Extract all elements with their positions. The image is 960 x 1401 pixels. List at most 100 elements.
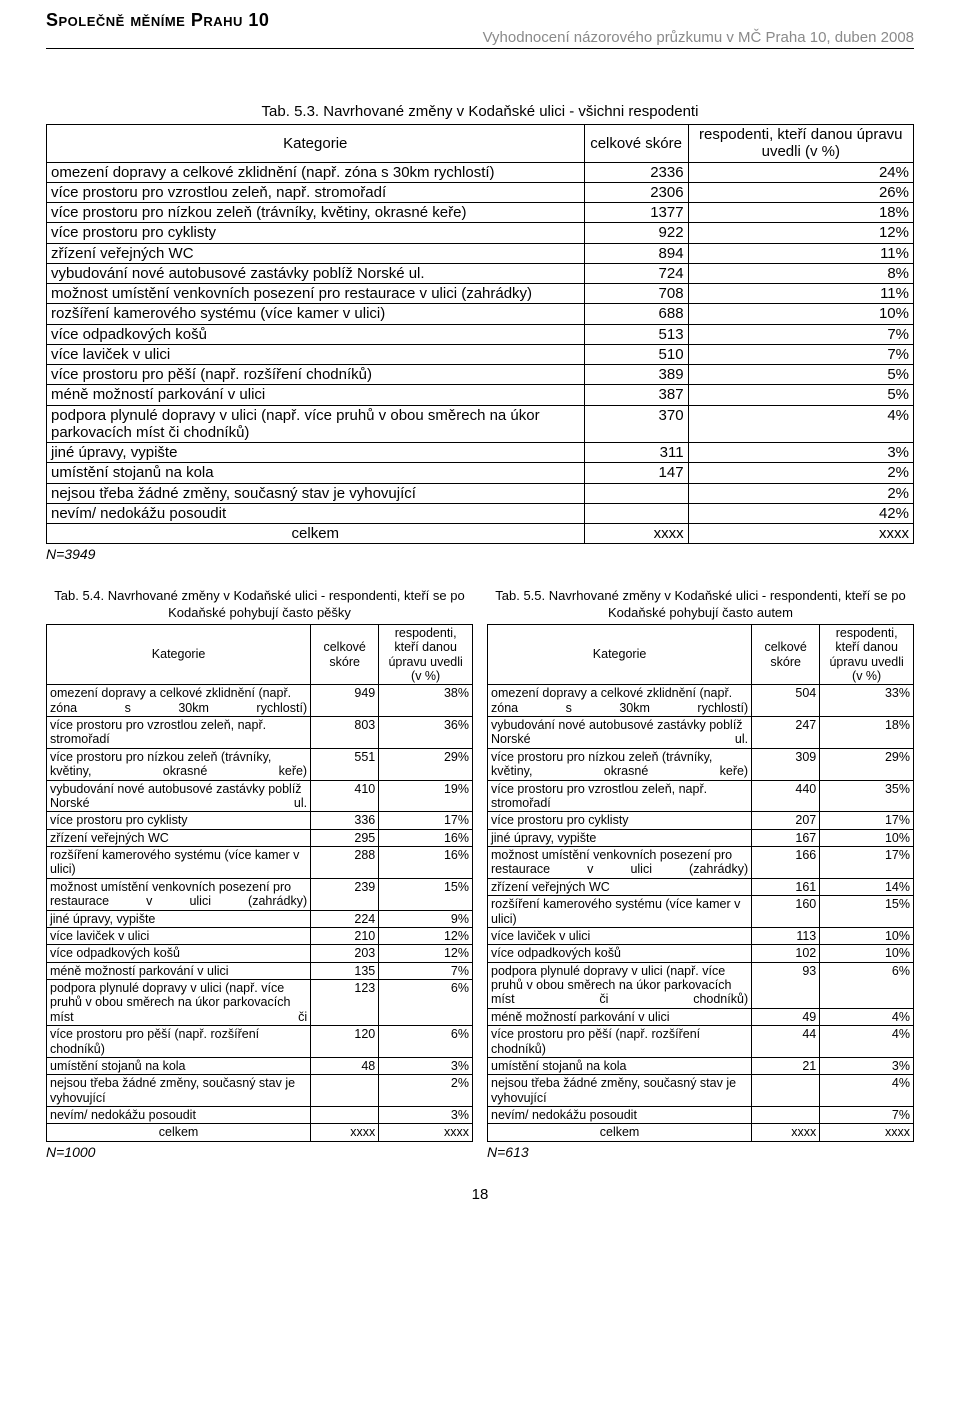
cell-pct: 7% xyxy=(688,344,913,364)
table-row: více prostoru pro vzrostlou zeleň, např.… xyxy=(488,780,914,812)
cell-kategorie: více prostoru pro vzrostlou zeleň, např.… xyxy=(47,182,585,202)
col-kategorie: Kategorie xyxy=(488,624,752,685)
table-header-row: Kategorie celkové skóre respodenti, kteř… xyxy=(47,624,473,685)
col-resp: respodenti, kteří danou úpravu uvedli (v… xyxy=(379,624,473,685)
table-row: vybudování nové autobusové zastávky pobl… xyxy=(47,780,473,812)
table-row: více prostoru pro nízkou zeleň (trávníky… xyxy=(488,748,914,780)
table-row: podpora plynulé dopravy v ulici (např. v… xyxy=(47,405,914,443)
table-row: více odpadkových košů5137% xyxy=(47,324,914,344)
table-row: rozšíření kamerového systému (více kamer… xyxy=(488,896,914,928)
cell-pct: 38% xyxy=(379,685,473,717)
cell-pct: 17% xyxy=(820,847,914,879)
table-row: více laviček v ulici5107% xyxy=(47,344,914,364)
cell-pct: 4% xyxy=(820,1008,914,1025)
cell-kategorie: více laviček v ulici xyxy=(488,927,752,944)
table-row: více prostoru pro nízkou zeleň (trávníky… xyxy=(47,203,914,223)
table-row: nevím/ nedokážu posoudit42% xyxy=(47,503,914,523)
cell-pct: 14% xyxy=(820,878,914,895)
table-row: více prostoru pro cyklisty20717% xyxy=(488,812,914,829)
cell-pct: 6% xyxy=(379,1026,473,1058)
table-row: více prostoru pro vzrostlou zeleň, např.… xyxy=(47,182,914,202)
table-row: více prostoru pro cyklisty33617% xyxy=(47,812,473,829)
table-row: možnost umístění venkovních posezení pro… xyxy=(488,847,914,879)
cell-pct: 6% xyxy=(379,980,473,1026)
cell-skore: 44 xyxy=(752,1026,820,1058)
cell-kategorie: podpora plynulé dopravy v ulici (např. v… xyxy=(47,980,311,1026)
cell-skore xyxy=(584,503,688,523)
cell-kategorie: více odpadkových košů xyxy=(47,324,585,344)
cell-skore: 440 xyxy=(752,780,820,812)
main-n-label: N=3949 xyxy=(46,546,914,562)
total-pct: xxxx xyxy=(688,524,913,544)
cell-pct: 19% xyxy=(379,780,473,812)
cell-kategorie: jiné úpravy, vypište xyxy=(47,910,311,927)
col-resp: respodenti, kteří danou úpravu uvedli (v… xyxy=(820,624,914,685)
cell-pct: 7% xyxy=(688,324,913,344)
cell-kategorie: více prostoru pro nízkou zeleň (trávníky… xyxy=(488,748,752,780)
table-row: umístění stojanů na kola213% xyxy=(488,1057,914,1074)
cell-pct: 3% xyxy=(379,1057,473,1074)
cell-pct: 35% xyxy=(820,780,914,812)
cell-pct: 3% xyxy=(688,443,913,463)
cell-kategorie: více prostoru pro nízkou zeleň (trávníky… xyxy=(47,748,311,780)
cell-pct: 12% xyxy=(688,223,913,243)
cell-skore: 724 xyxy=(584,263,688,283)
cell-skore: 123 xyxy=(311,980,379,1026)
col-kategorie: Kategorie xyxy=(47,624,311,685)
cell-pct: 4% xyxy=(820,1075,914,1107)
table-row: více prostoru pro pěší (např. rozšíření … xyxy=(47,365,914,385)
cell-skore: 370 xyxy=(584,405,688,443)
table-row: více odpadkových košů10210% xyxy=(488,945,914,962)
cell-skore: 551 xyxy=(311,748,379,780)
cell-pct: 11% xyxy=(688,243,913,263)
cell-kategorie: jiné úpravy, vypište xyxy=(47,443,585,463)
table-row: možnost umístění venkovních posezení pro… xyxy=(47,878,473,910)
cell-pct: 15% xyxy=(379,878,473,910)
cell-pct: 2% xyxy=(379,1075,473,1107)
cell-skore xyxy=(752,1075,820,1107)
cell-skore: 949 xyxy=(311,685,379,717)
cell-pct: 10% xyxy=(688,304,913,324)
table-row: podpora plynulé dopravy v ulici (např. v… xyxy=(488,962,914,1008)
table-row: více laviček v ulici21012% xyxy=(47,927,473,944)
cell-kategorie: více prostoru pro nízkou zeleň (trávníky… xyxy=(47,203,585,223)
total-pct: xxxx xyxy=(820,1124,914,1141)
table-row: vybudování nové autobusové zastávky pobl… xyxy=(488,717,914,749)
cell-kategorie: omezení dopravy a celkové zklidnění (nap… xyxy=(488,685,752,717)
cell-kategorie: více odpadkových košů xyxy=(47,945,311,962)
cell-kategorie: umístění stojanů na kola xyxy=(47,1057,311,1074)
cell-skore xyxy=(311,1107,379,1124)
col-skore: celkové skóre xyxy=(752,624,820,685)
cell-kategorie: nejsou třeba žádné změny, současný stav … xyxy=(47,1075,311,1107)
cell-kategorie: zřízení veřejných WC xyxy=(47,829,311,846)
table-row: méně možností parkování v ulici3875% xyxy=(47,385,914,405)
cell-kategorie: rozšíření kamerového systému (více kamer… xyxy=(488,896,752,928)
cell-skore: 513 xyxy=(584,324,688,344)
total-label: celkem xyxy=(47,524,585,544)
cell-skore: 922 xyxy=(584,223,688,243)
cell-pct: 4% xyxy=(688,405,913,443)
cell-kategorie: nevím/ nedokážu posoudit xyxy=(47,503,585,523)
cell-pct: 5% xyxy=(688,385,913,405)
cell-skore xyxy=(584,483,688,503)
cell-skore: 120 xyxy=(311,1026,379,1058)
table-row: více odpadkových košů20312% xyxy=(47,945,473,962)
cell-skore: 113 xyxy=(752,927,820,944)
cell-skore: 49 xyxy=(752,1008,820,1025)
cell-kategorie: nejsou třeba žádné změny, současný stav … xyxy=(488,1075,752,1107)
cell-pct: 29% xyxy=(379,748,473,780)
cell-pct: 5% xyxy=(688,365,913,385)
table-row: omezení dopravy a celkové zklidnění (nap… xyxy=(47,685,473,717)
cell-kategorie: více laviček v ulici xyxy=(47,927,311,944)
header-title: Společně měníme Prahu 10 xyxy=(46,10,914,31)
cell-pct: 24% xyxy=(688,162,913,182)
table-row: umístění stojanů na kola483% xyxy=(47,1057,473,1074)
cell-kategorie: jiné úpravy, vypište xyxy=(488,829,752,846)
total-skore: xxxx xyxy=(311,1124,379,1141)
table-row: rozšíření kamerového systému (více kamer… xyxy=(47,304,914,324)
cell-skore: 309 xyxy=(752,748,820,780)
cell-skore: 135 xyxy=(311,962,379,979)
cell-pct: 12% xyxy=(379,945,473,962)
cell-kategorie: více odpadkových košů xyxy=(488,945,752,962)
cell-kategorie: podpora plynulé dopravy v ulici (např. v… xyxy=(488,962,752,1008)
